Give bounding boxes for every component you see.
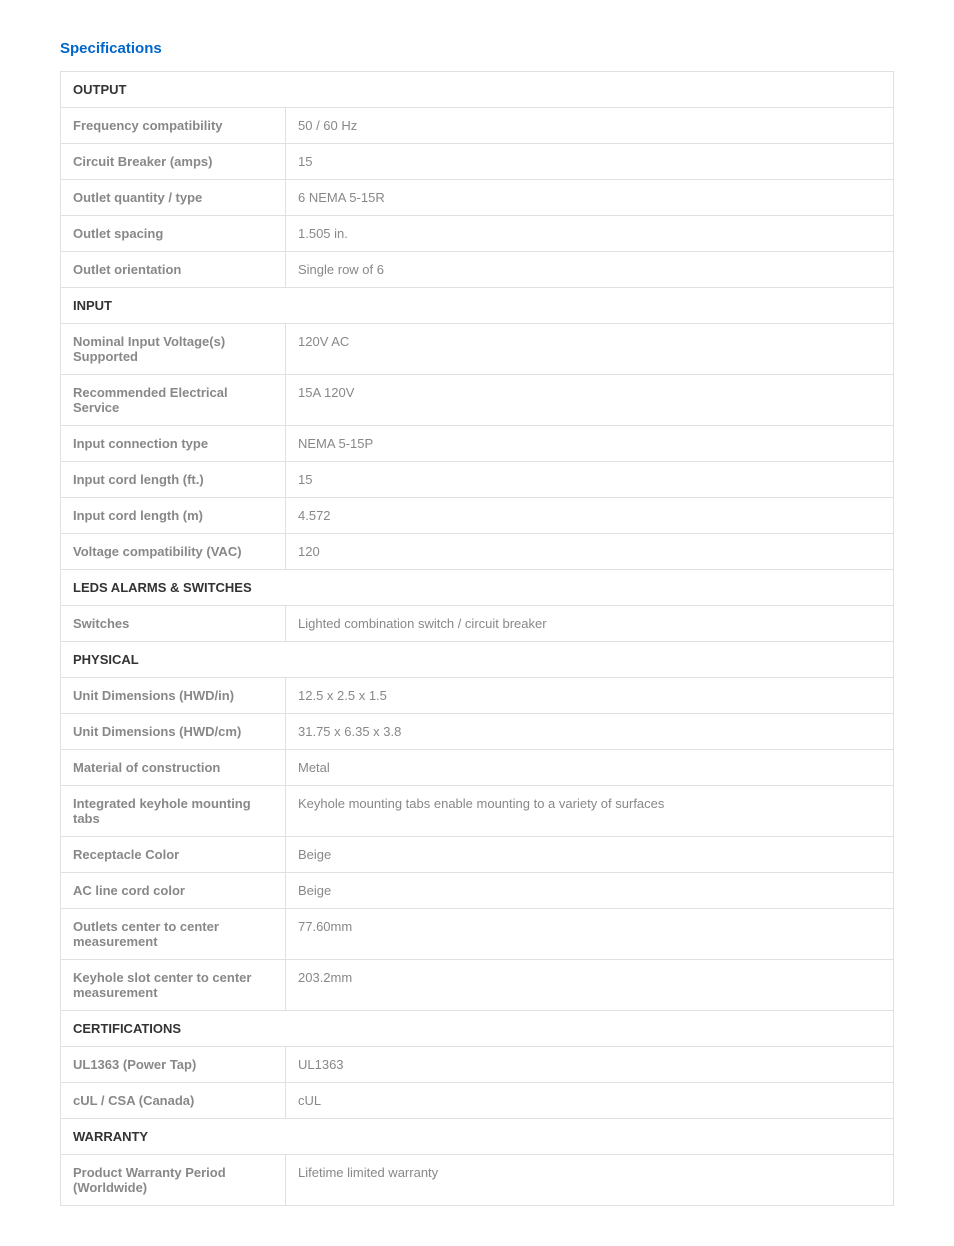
table-row: Recommended Electrical Service15A 120V <box>61 375 894 426</box>
spec-label: Frequency compatibility <box>61 108 286 144</box>
section-header: OUTPUT <box>61 72 894 108</box>
section-header: WARRANTY <box>61 1119 894 1155</box>
spec-value: Lighted combination switch / circuit bre… <box>286 606 894 642</box>
spec-label: Input connection type <box>61 426 286 462</box>
spec-value: 120 <box>286 534 894 570</box>
spec-label: Input cord length (ft.) <box>61 462 286 498</box>
spec-value: 15A 120V <box>286 375 894 426</box>
spec-value: Keyhole mounting tabs enable mounting to… <box>286 786 894 837</box>
spec-value: 50 / 60 Hz <box>286 108 894 144</box>
section-header-label: LEDS ALARMS & SWITCHES <box>61 570 894 606</box>
section-header-label: INPUT <box>61 288 894 324</box>
table-row: cUL / CSA (Canada)cUL <box>61 1083 894 1119</box>
spec-label: Unit Dimensions (HWD/cm) <box>61 714 286 750</box>
spec-label: Voltage compatibility (VAC) <box>61 534 286 570</box>
spec-value: 120V AC <box>286 324 894 375</box>
table-row: Receptacle ColorBeige <box>61 837 894 873</box>
table-row: Outlet orientationSingle row of 6 <box>61 252 894 288</box>
spec-label: Switches <box>61 606 286 642</box>
table-row: Input cord length (m)4.572 <box>61 498 894 534</box>
spec-value: 6 NEMA 5-15R <box>286 180 894 216</box>
spec-value: Beige <box>286 873 894 909</box>
section-header: CERTIFICATIONS <box>61 1011 894 1047</box>
table-row: Circuit Breaker (amps)15 <box>61 144 894 180</box>
spec-label: Integrated keyhole mounting tabs <box>61 786 286 837</box>
spec-label: Outlet orientation <box>61 252 286 288</box>
spec-label: AC line cord color <box>61 873 286 909</box>
spec-label: Unit Dimensions (HWD/in) <box>61 678 286 714</box>
spec-label: Keyhole slot center to center measuremen… <box>61 960 286 1011</box>
table-row: SwitchesLighted combination switch / cir… <box>61 606 894 642</box>
spec-value: cUL <box>286 1083 894 1119</box>
table-row: Product Warranty Period (Worldwide)Lifet… <box>61 1155 894 1206</box>
spec-value: 203.2mm <box>286 960 894 1011</box>
table-row: Input cord length (ft.)15 <box>61 462 894 498</box>
section-header-label: WARRANTY <box>61 1119 894 1155</box>
table-row: Outlet quantity / type6 NEMA 5-15R <box>61 180 894 216</box>
spec-value: 15 <box>286 144 894 180</box>
table-row: Keyhole slot center to center measuremen… <box>61 960 894 1011</box>
spec-value: 15 <box>286 462 894 498</box>
section-header: LEDS ALARMS & SWITCHES <box>61 570 894 606</box>
spec-value: 1.505 in. <box>286 216 894 252</box>
spec-label: Material of construction <box>61 750 286 786</box>
table-row: Unit Dimensions (HWD/cm)31.75 x 6.35 x 3… <box>61 714 894 750</box>
spec-value: 31.75 x 6.35 x 3.8 <box>286 714 894 750</box>
spec-label: Outlets center to center measurement <box>61 909 286 960</box>
section-header: INPUT <box>61 288 894 324</box>
section-header-label: PHYSICAL <box>61 642 894 678</box>
page-title: Specifications <box>60 40 894 57</box>
table-row: AC line cord colorBeige <box>61 873 894 909</box>
table-row: Input connection typeNEMA 5-15P <box>61 426 894 462</box>
spec-value: NEMA 5-15P <box>286 426 894 462</box>
spec-label: Receptacle Color <box>61 837 286 873</box>
spec-value: UL1363 <box>286 1047 894 1083</box>
table-row: Outlet spacing1.505 in. <box>61 216 894 252</box>
table-row: UL1363 (Power Tap)UL1363 <box>61 1047 894 1083</box>
spec-value: Beige <box>286 837 894 873</box>
spec-value: Metal <box>286 750 894 786</box>
spec-label: cUL / CSA (Canada) <box>61 1083 286 1119</box>
spec-label: UL1363 (Power Tap) <box>61 1047 286 1083</box>
specifications-body: OUTPUTFrequency compatibility50 / 60 HzC… <box>61 72 894 1206</box>
spec-label: Outlet quantity / type <box>61 180 286 216</box>
spec-label: Product Warranty Period (Worldwide) <box>61 1155 286 1206</box>
spec-label: Nominal Input Voltage(s) Supported <box>61 324 286 375</box>
spec-label: Recommended Electrical Service <box>61 375 286 426</box>
specifications-table: OUTPUTFrequency compatibility50 / 60 HzC… <box>60 71 894 1206</box>
section-header: PHYSICAL <box>61 642 894 678</box>
table-row: Frequency compatibility50 / 60 Hz <box>61 108 894 144</box>
section-header-label: CERTIFICATIONS <box>61 1011 894 1047</box>
spec-value: Lifetime limited warranty <box>286 1155 894 1206</box>
spec-label: Circuit Breaker (amps) <box>61 144 286 180</box>
spec-value: Single row of 6 <box>286 252 894 288</box>
spec-value: 4.572 <box>286 498 894 534</box>
table-row: Material of constructionMetal <box>61 750 894 786</box>
section-header-label: OUTPUT <box>61 72 894 108</box>
table-row: Unit Dimensions (HWD/in)12.5 x 2.5 x 1.5 <box>61 678 894 714</box>
table-row: Outlets center to center measurement77.6… <box>61 909 894 960</box>
spec-label: Outlet spacing <box>61 216 286 252</box>
table-row: Integrated keyhole mounting tabsKeyhole … <box>61 786 894 837</box>
spec-value: 77.60mm <box>286 909 894 960</box>
spec-value: 12.5 x 2.5 x 1.5 <box>286 678 894 714</box>
table-row: Nominal Input Voltage(s) Supported120V A… <box>61 324 894 375</box>
spec-label: Input cord length (m) <box>61 498 286 534</box>
table-row: Voltage compatibility (VAC)120 <box>61 534 894 570</box>
